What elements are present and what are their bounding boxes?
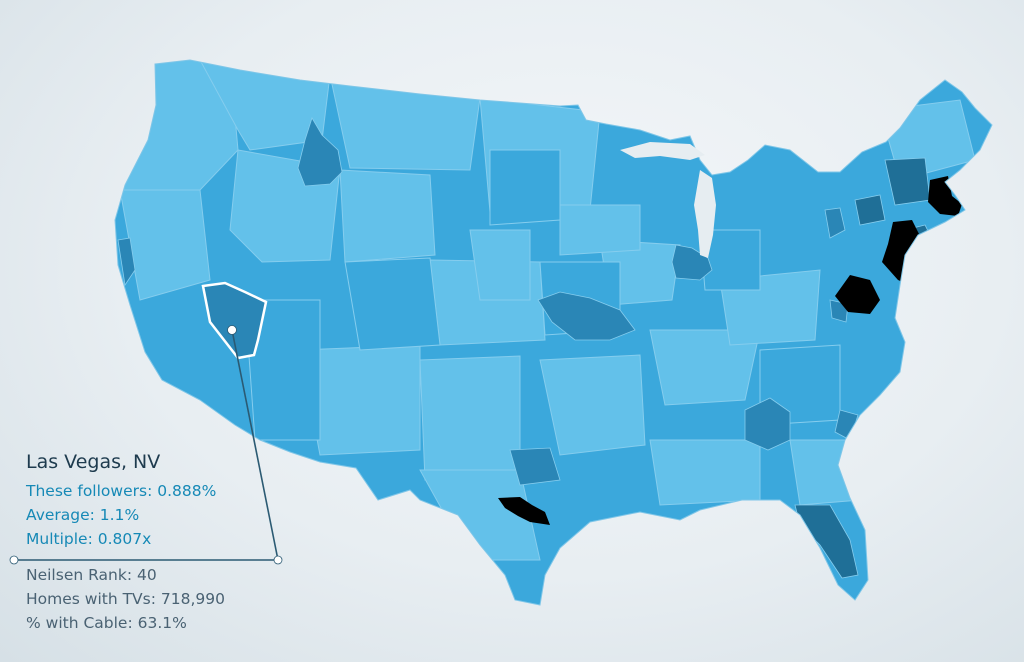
multiple-stat: Multiple: 0.807x bbox=[26, 530, 152, 548]
las-vegas-dma[interactable] bbox=[201, 281, 268, 360]
homes-with-tvs-stat: Homes with TVs: 718,990 bbox=[26, 590, 225, 608]
leader-dot-origin bbox=[227, 325, 237, 335]
leader-dot-right bbox=[273, 555, 283, 565]
leader-line bbox=[231, 329, 279, 561]
pct-with-cable-stat: % with Cable: 63.1% bbox=[26, 614, 187, 632]
market-title: Las Vegas, NV bbox=[26, 451, 161, 473]
neilsen-rank-stat: Neilsen Rank: 40 bbox=[26, 566, 157, 584]
leader-dot-left bbox=[9, 555, 19, 565]
tooltip-primary: Las Vegas, NV These followers: 0.888% Av… bbox=[26, 451, 326, 551]
average-stat: Average: 1.1% bbox=[26, 506, 140, 524]
lake-michigan bbox=[694, 170, 716, 258]
tooltip-secondary: Neilsen Rank: 40 Homes with TVs: 718,990… bbox=[26, 563, 326, 635]
these-followers-stat: These followers: 0.888% bbox=[26, 482, 217, 500]
lake-superior bbox=[620, 142, 705, 160]
